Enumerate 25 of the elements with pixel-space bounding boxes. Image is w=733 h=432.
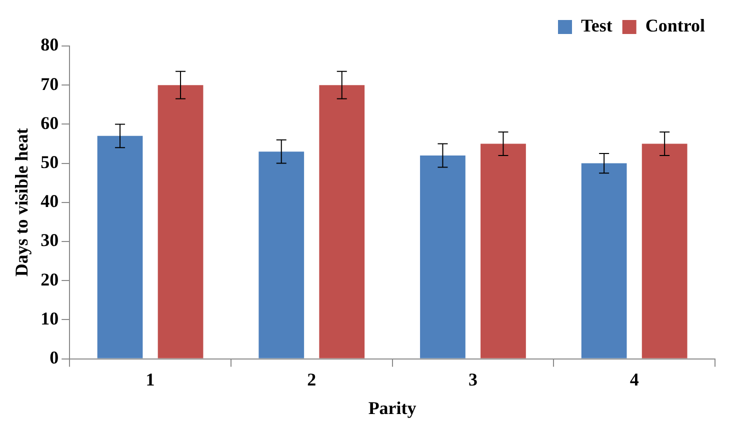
bar bbox=[642, 144, 688, 358]
y-axis-title: Days to visible heat bbox=[11, 128, 32, 277]
y-tick-label: 50 bbox=[40, 152, 59, 172]
bar bbox=[158, 85, 204, 358]
y-tick-label: 40 bbox=[40, 191, 59, 212]
x-tick-label: 3 bbox=[468, 369, 478, 390]
y-tick-label: 0 bbox=[50, 347, 59, 368]
x-tick-label: 2 bbox=[307, 369, 316, 390]
y-tick-label: 70 bbox=[40, 74, 59, 94]
y-tick-label: 20 bbox=[40, 269, 59, 290]
y-tick-label: 80 bbox=[40, 34, 59, 55]
bar bbox=[319, 85, 365, 358]
x-tick-label: 1 bbox=[146, 369, 155, 390]
bar bbox=[420, 155, 466, 358]
bar bbox=[581, 163, 627, 358]
bar bbox=[480, 144, 526, 358]
bar bbox=[97, 136, 143, 358]
y-tick-label: 10 bbox=[40, 308, 59, 328]
y-tick-label: 60 bbox=[40, 112, 59, 133]
y-tick-label: 30 bbox=[40, 230, 59, 250]
legend-label: Test bbox=[580, 16, 612, 36]
x-axis-title: Parity bbox=[368, 398, 416, 418]
x-tick-label: 4 bbox=[630, 369, 639, 390]
legend-label: Control bbox=[645, 16, 706, 36]
bar bbox=[258, 152, 304, 358]
